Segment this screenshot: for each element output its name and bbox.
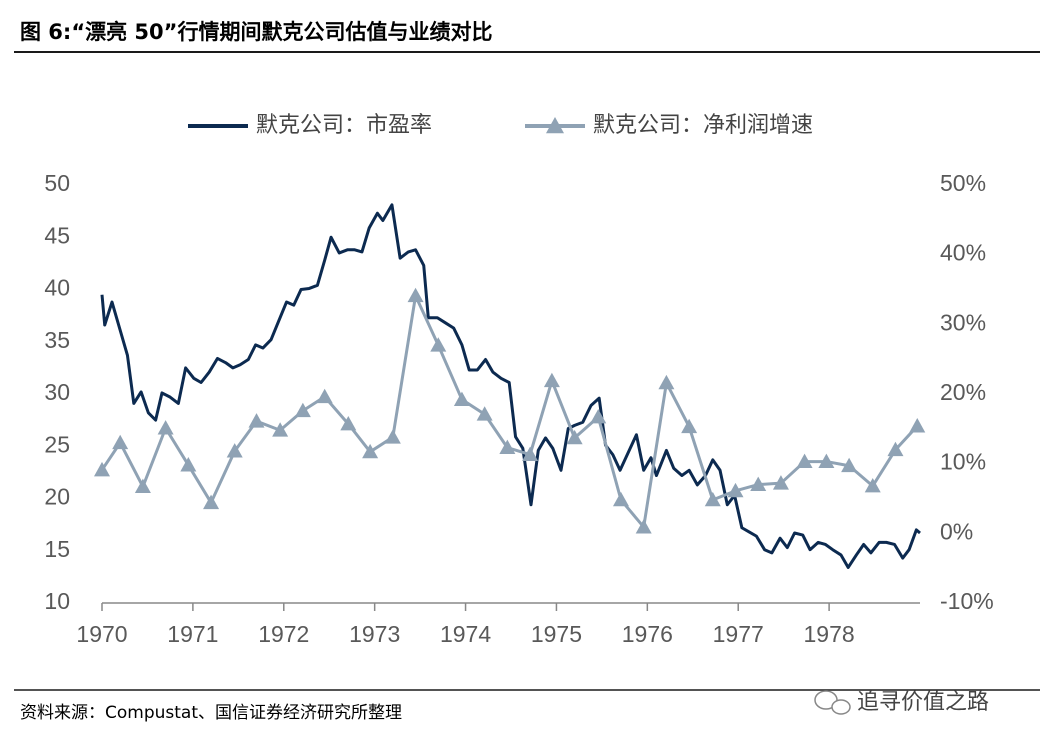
data-marker	[841, 457, 858, 473]
data-marker	[407, 287, 424, 303]
y2-tick-label: -10%	[940, 588, 994, 614]
data-marker	[112, 434, 129, 450]
data-marker	[134, 478, 151, 494]
data-marker	[522, 446, 539, 462]
data-marker	[727, 482, 744, 498]
series-line	[100, 203, 921, 569]
watermark: 追寻价值之路	[857, 690, 989, 715]
data-marker	[430, 337, 447, 352]
source-note: 资料来源：Compustat、国信证券经济研究所整理	[20, 703, 402, 723]
y2-tick-label: 50%	[940, 170, 986, 196]
data-marker	[543, 372, 560, 388]
data-marker	[294, 402, 311, 418]
data-marker	[180, 457, 197, 472]
y-tick-label: 35	[44, 327, 70, 353]
data-marker	[612, 491, 629, 507]
data-marker	[864, 477, 881, 493]
data-marker	[453, 391, 470, 406]
x-tick-label: 1971	[167, 621, 218, 647]
y-tick-label: 15	[44, 536, 70, 562]
watermark-icon	[814, 690, 851, 715]
data-marker	[658, 374, 675, 390]
data-marker	[704, 491, 721, 507]
y-tick-label: 40	[44, 275, 70, 301]
data-marker	[248, 413, 265, 428]
x-tick-label: 1972	[258, 621, 309, 647]
data-marker	[362, 443, 379, 459]
y2-tick-label: 0%	[940, 518, 973, 544]
x-tick-label: 1974	[440, 621, 491, 647]
legend-label: 默克公司：净利润增速	[593, 113, 813, 138]
data-marker	[796, 453, 813, 468]
y-tick-label: 20	[44, 484, 70, 510]
x-tick-label: 1973	[349, 621, 400, 647]
data-marker	[590, 408, 607, 424]
data-marker	[316, 388, 333, 404]
data-marker	[340, 415, 357, 431]
x-tick-label: 1977	[713, 621, 764, 647]
chart-title: 图 6:“漂亮 50”行情期间默克公司估值与业绩对比	[20, 20, 492, 44]
data-marker	[635, 519, 652, 534]
data-marker	[226, 443, 243, 458]
legend-marker	[546, 117, 564, 134]
y-tick-label: 10	[44, 588, 70, 614]
data-marker	[94, 461, 110, 477]
y-tick-label: 25	[44, 431, 70, 457]
data-marker	[499, 439, 516, 455]
data-marker	[750, 476, 767, 491]
data-marker	[203, 494, 220, 510]
y2-tick-label: 30%	[940, 309, 986, 335]
y-tick-label: 50	[44, 170, 70, 196]
data-marker	[909, 418, 926, 433]
data-marker	[681, 418, 698, 434]
x-tick-label: 1975	[531, 621, 582, 647]
y2-tick-label: 10%	[940, 449, 986, 475]
y-tick-label: 45	[44, 222, 70, 248]
x-tick-label: 1976	[622, 621, 673, 647]
y2-tick-label: 40%	[940, 240, 986, 266]
x-tick-label: 1970	[76, 621, 127, 647]
y2-tick-label: 20%	[940, 379, 986, 405]
data-marker	[887, 441, 904, 457]
data-marker	[476, 406, 493, 421]
data-marker	[272, 422, 289, 437]
x-tick-label: 1978	[804, 621, 855, 647]
series-line	[100, 294, 919, 529]
data-marker	[157, 420, 174, 435]
legend-label: 默克公司：市盈率	[256, 113, 432, 138]
data-marker	[818, 453, 835, 468]
data-marker	[566, 429, 583, 445]
data-marker	[384, 429, 401, 444]
y-tick-label: 30	[44, 379, 70, 405]
data-marker	[772, 475, 789, 490]
